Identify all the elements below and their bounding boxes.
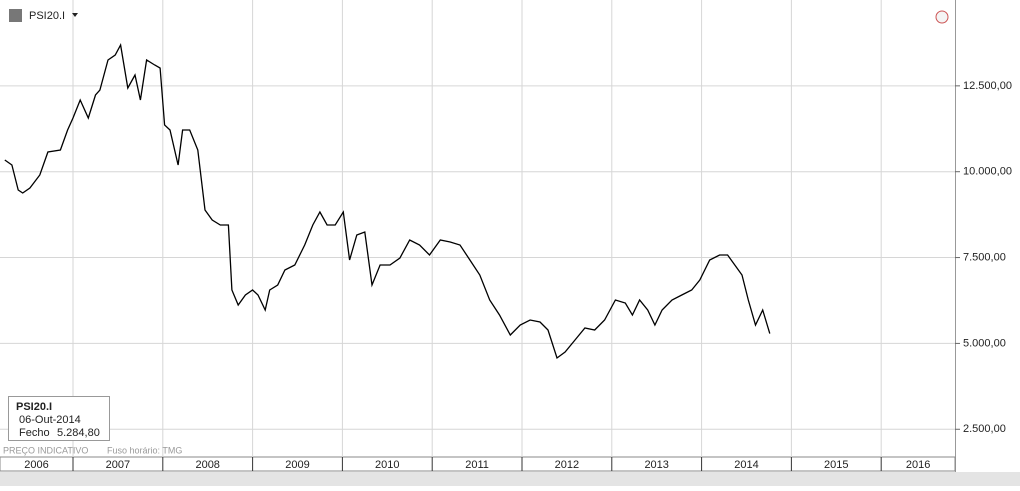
- scroll-strip: [0, 472, 1020, 486]
- grid: [0, 0, 955, 457]
- info-date: 06-Out-2014: [19, 414, 81, 426]
- x-axis-bar: [0, 456, 956, 472]
- info-value: 5.284,80: [57, 427, 100, 439]
- dropdown-arrow[interactable]: [72, 13, 78, 17]
- info-box: [8, 396, 110, 441]
- y-tick-label: 12.500,00: [963, 80, 1012, 92]
- clock-icon[interactable]: [935, 10, 949, 24]
- symbol-icon[interactable]: [9, 9, 22, 22]
- x-tick-label: 2009: [285, 459, 309, 471]
- x-tick-label: 2012: [555, 459, 579, 471]
- footer-timezone: Fuso horário: TMG: [107, 445, 182, 455]
- y-tick-label: 7.500,00: [963, 251, 1006, 263]
- x-tick-label: 2008: [195, 459, 219, 471]
- y-tick-label: 10.000,00: [963, 166, 1012, 178]
- x-tick-label: 2014: [734, 459, 758, 471]
- x-tick-label: 2013: [644, 459, 668, 471]
- x-tick-label: 2011: [465, 459, 489, 471]
- symbol[interactable]: PSI20.I: [29, 10, 65, 22]
- footer-note: PREÇO INDICATIVO: [3, 445, 88, 455]
- info-symbol: PSI20.I: [16, 401, 52, 413]
- x-tick-label: 2010: [375, 459, 399, 471]
- x-tick-label: 2006: [24, 459, 48, 471]
- price-line: [4, 43, 771, 360]
- y-tick-label: 5.000,00: [963, 337, 1006, 349]
- x-tick-label: 2016: [906, 459, 930, 471]
- info-field: Fecho: [19, 427, 50, 439]
- y-tick-label: 2.500,00: [963, 423, 1006, 435]
- x-tick-label: 2007: [106, 459, 130, 471]
- plot: [4, 43, 771, 360]
- x-tick-label: 2015: [824, 459, 848, 471]
